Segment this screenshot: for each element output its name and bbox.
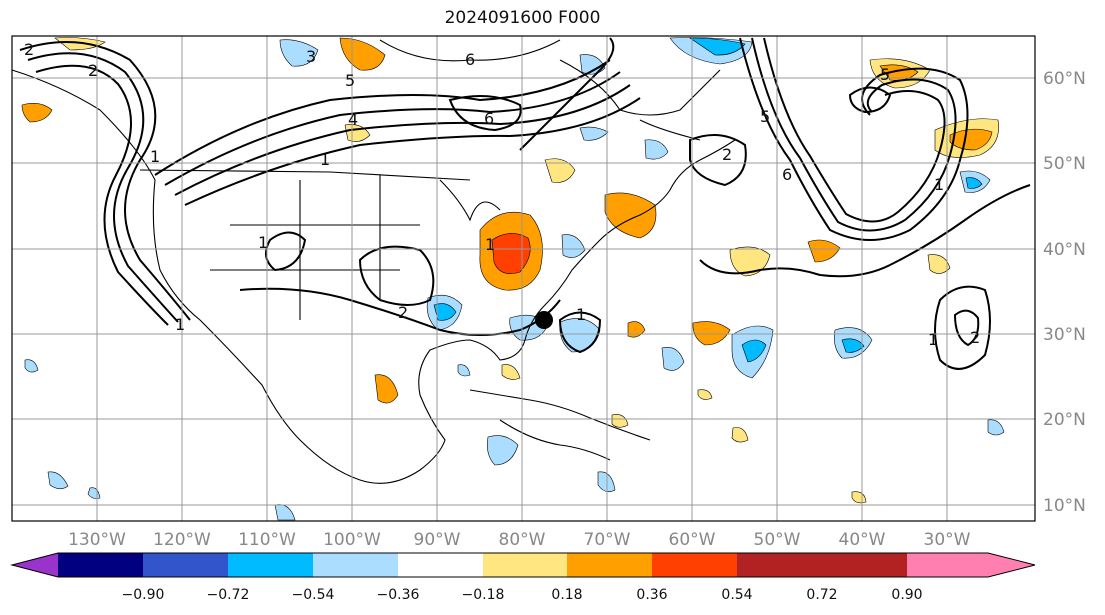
- contour-label: 6: [484, 109, 494, 128]
- colorbar-tick-label: 0.54: [721, 587, 752, 603]
- colorbar: −0.90 −0.72 −0.54 −0.36 −0.18 0.18 0.36 …: [10, 552, 1036, 603]
- contour-label: 6: [465, 50, 475, 69]
- lat-label: 30°N: [1043, 325, 1086, 345]
- lon-label: 80°W: [499, 530, 546, 550]
- contour-label: 2: [88, 61, 98, 80]
- colorbar-segment: [737, 553, 822, 577]
- colorbar-tick-label: 0.90: [891, 587, 922, 603]
- contour-label: 2: [970, 328, 980, 347]
- colorbar-tick-label: −0.90: [122, 587, 165, 603]
- contour-label: 1: [150, 147, 160, 166]
- lat-label: 60°N: [1043, 69, 1086, 89]
- lat-label: 50°N: [1043, 154, 1086, 174]
- contour-lines: [19, 37, 1031, 370]
- colorbar-segment: [567, 553, 652, 577]
- storm-center-marker: [535, 311, 553, 329]
- colorbar-tick-label: −0.36: [377, 587, 420, 603]
- graticule: [12, 36, 1035, 521]
- lat-label: 10°N: [1043, 496, 1086, 516]
- colorbar-segment: [822, 553, 907, 577]
- colorbar-tick-label: −0.54: [292, 587, 335, 603]
- lon-label: 100°W: [323, 530, 381, 550]
- contour-label-group: 2 3 5 6 2 4 6 5 1 1 2 1 5 6 1 1 2 1 1 1 …: [24, 40, 980, 349]
- colorbar-extend-high: [907, 553, 1035, 577]
- lon-label: 30°W: [924, 530, 971, 550]
- colorbar-segment: [652, 553, 737, 577]
- lat-label: 20°N: [1043, 410, 1086, 430]
- contour-label: 2: [722, 145, 732, 164]
- colorbar-tick-label: −0.72: [207, 587, 250, 603]
- colorbar-segment: [483, 553, 567, 577]
- contour-label: 6: [782, 165, 792, 184]
- contour-label: 2: [398, 303, 408, 322]
- contour-label: 1: [175, 315, 185, 334]
- contour-label: 5: [880, 65, 890, 84]
- lon-label: 130°W: [68, 530, 126, 550]
- contour-label: 1: [320, 150, 330, 169]
- contour-label: 1: [934, 175, 944, 194]
- colorbar-segment: [398, 553, 483, 577]
- lon-label: 50°W: [754, 530, 801, 550]
- colorbar-tick-label: 0.18: [551, 587, 582, 603]
- map-frame: [11, 35, 1036, 522]
- map-title: 2024091600 F000: [444, 8, 601, 28]
- contour-label: 1: [576, 305, 586, 324]
- colorbar-segment: [228, 553, 313, 577]
- colorbar-segment: [313, 553, 398, 577]
- lon-labels: 130°W 120°W 110°W 100°W 90°W 80°W 70°W 6…: [68, 530, 971, 550]
- contour-label: 5: [760, 107, 770, 126]
- contour-label: 4: [348, 110, 358, 129]
- lon-label: 90°W: [414, 530, 461, 550]
- colorbar-segment: [143, 553, 228, 577]
- lat-labels: 60°N 50°N 40°N 30°N 20°N 10°N: [1043, 69, 1086, 516]
- colorbar-tick-label: 0.36: [636, 587, 667, 603]
- contour-label: 1: [485, 235, 495, 254]
- contour-label: 2: [24, 40, 34, 59]
- contour-label: 5: [345, 71, 355, 90]
- contour-label: 1: [928, 330, 938, 349]
- colorbar-segment: [58, 553, 143, 577]
- lat-label: 40°N: [1043, 240, 1086, 260]
- lon-label: 40°W: [839, 530, 886, 550]
- lon-label: 120°W: [153, 530, 211, 550]
- contour-label: 1: [258, 233, 268, 252]
- contour-label: 3: [306, 47, 316, 66]
- colorbar-tick-label: −0.18: [462, 587, 505, 603]
- lon-label: 110°W: [238, 530, 296, 550]
- colorbar-extend-low: [12, 553, 58, 577]
- lon-label: 60°W: [669, 530, 716, 550]
- lon-label: 70°W: [584, 530, 631, 550]
- colorbar-tick-label: 0.72: [806, 587, 837, 603]
- map-panel: 2 3 5 6 2 4 6 5 1 1 2 1 5 6 1 1 2 1 1 1 …: [11, 35, 1036, 522]
